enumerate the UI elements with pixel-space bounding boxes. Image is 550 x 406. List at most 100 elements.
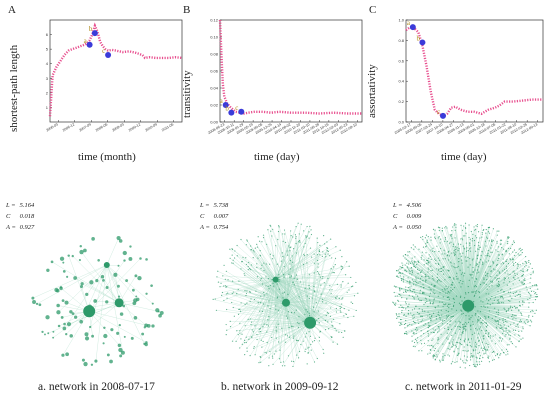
network-node [485,322,487,324]
network-node [461,237,463,239]
network-node [536,285,538,287]
network-node [460,358,462,360]
network-node [492,261,494,263]
caption-network-b: b. network in 2009-09-12 [221,381,339,393]
network-node [407,306,409,308]
network-node [485,316,487,318]
network-node [405,303,407,305]
network-node [248,338,250,340]
network-node [503,268,506,270]
network-node [471,240,473,242]
network-node [527,321,529,323]
network-node [471,274,473,276]
y-tick-label: 1.0 [398,18,404,23]
network-node [516,294,518,296]
network-node [249,300,251,303]
network-node [253,347,255,349]
network-node [151,324,155,328]
network-node [428,268,430,270]
network-node [481,236,483,238]
network-node [424,302,427,304]
network-node [401,266,403,269]
network-node [427,271,429,273]
network-hub-node [103,262,110,268]
network-node [476,272,478,274]
network-node [437,305,439,307]
network-node [458,342,460,344]
network-node [467,311,469,313]
network-node [520,312,522,314]
network-node [485,293,487,295]
network-node [517,253,519,255]
network-node [425,246,427,248]
network-node [298,322,300,325]
network-node [522,337,524,339]
network-node [269,253,272,255]
network-node [102,342,105,345]
network-node [327,247,329,250]
network-node [292,365,294,368]
network-node [411,335,413,337]
network-node [439,270,441,273]
network-node [399,266,401,268]
network-node [477,241,480,243]
network-node [411,324,413,326]
network-node [259,330,262,333]
network-node [465,321,467,324]
network-node [319,244,321,246]
network-node [528,306,530,308]
network-node [455,251,457,253]
network-node [432,346,434,348]
network-node [503,324,505,326]
network-node [475,286,478,288]
network-node [118,323,121,327]
network-node [247,318,249,320]
network-node [444,327,446,330]
network-node [439,361,441,363]
network-node [460,243,462,245]
y-tick-label: 0.2 [398,99,404,104]
network-node [536,296,538,298]
network-node [402,281,404,283]
network-node [233,315,235,317]
network-node [308,297,310,300]
network-node [494,334,496,336]
network-node [505,267,507,269]
network-node [413,263,415,265]
network-node [249,290,251,293]
network-node [338,297,340,300]
network-node [314,337,316,339]
network-node [485,350,487,352]
network-node [45,315,50,320]
y-tick-label: 0.12 [210,18,219,23]
network-node [487,231,490,233]
network-node [270,225,272,227]
marker-point [238,108,245,115]
network-node [398,321,400,323]
network-node [318,250,321,253]
network-node [517,265,519,267]
network-node [268,357,270,359]
network-node [245,263,248,266]
network-node [449,234,451,236]
network-node [471,259,473,261]
network-node [408,280,411,282]
network-node [248,261,250,264]
network-node [407,277,409,279]
network-node [516,267,518,269]
network-node [318,322,320,324]
network-node [501,288,503,290]
network-node [231,301,233,304]
network-node [499,327,501,329]
network-node [311,297,313,299]
network-node [520,254,522,256]
network-node [496,285,499,287]
network-node [289,263,291,265]
network-node [158,313,162,318]
network-node [214,298,216,300]
network-node [513,317,515,319]
network-node [489,298,492,300]
y-tick-label: 0.06 [210,69,219,74]
network-node [52,336,55,339]
network-node [241,261,243,263]
